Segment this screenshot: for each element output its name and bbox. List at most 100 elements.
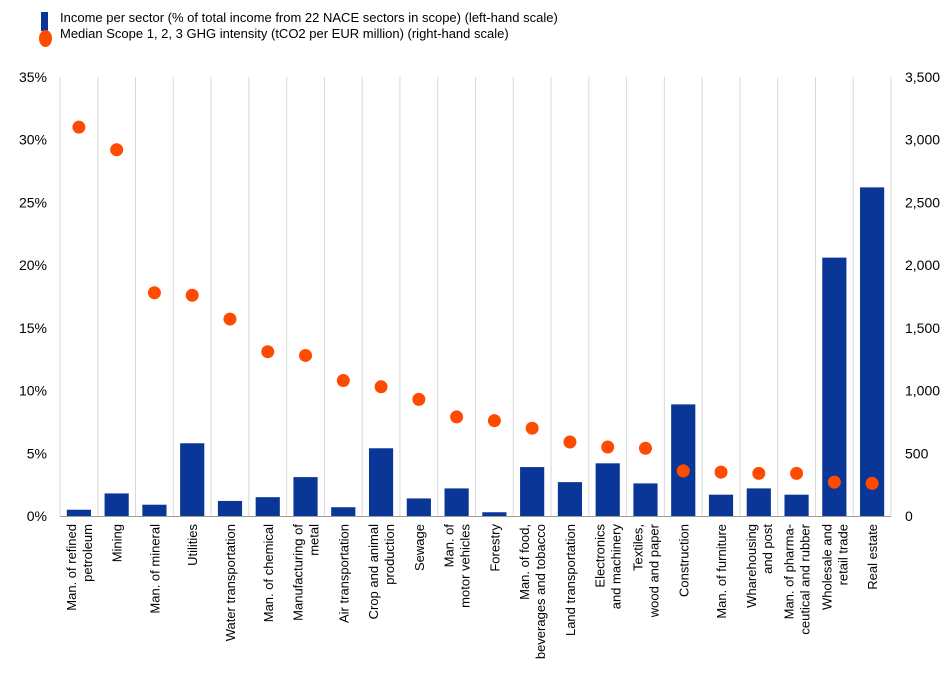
bar — [784, 494, 809, 516]
right-tick-label: 2,000 — [905, 257, 940, 273]
bar — [406, 498, 431, 516]
x-tick-label: Manufacturing of — [291, 524, 306, 621]
dot — [223, 312, 237, 326]
legend-item-income: Income per sector (% of total income fro… — [40, 10, 620, 31]
x-tick-label: Forestry — [487, 524, 502, 572]
right-tick-label: 3,500 — [905, 69, 940, 85]
x-tick-label: Crop and animal — [366, 524, 381, 619]
right-tick-label: 0 — [905, 508, 913, 524]
bar — [860, 187, 885, 516]
dot — [601, 440, 615, 454]
x-tick-label: metal — [307, 524, 322, 556]
x-tick-label: wood and paper — [646, 523, 661, 618]
legend: Income per sector (% of total income fro… — [39, 10, 620, 47]
x-tick-label: Water transportation — [223, 524, 238, 641]
dot — [525, 421, 539, 435]
right-tick-label: 1,000 — [905, 383, 940, 399]
x-tick-label: retail trade — [835, 524, 850, 585]
x-tick-label: motor vehicles — [458, 524, 473, 608]
bar — [255, 497, 280, 516]
bar — [444, 488, 469, 516]
dot — [790, 466, 804, 480]
legend-item-ghg: Median Scope 1, 2, 3 GHG intensity (tCO2… — [39, 26, 620, 47]
dot — [752, 466, 766, 480]
x-tick-label: Land transportation — [563, 524, 578, 636]
dot — [865, 476, 879, 490]
dot — [299, 348, 313, 362]
x-tick-label: Construction — [676, 524, 691, 597]
x-tick-label: Man. of chemical — [261, 524, 276, 622]
dot — [72, 120, 86, 134]
bar — [671, 404, 696, 516]
x-tick-label: Air transportation — [336, 524, 351, 623]
right-tick-label: 500 — [905, 445, 929, 461]
x-tick-label: Textiles, — [630, 524, 645, 571]
left-tick-label: 0% — [27, 508, 47, 524]
dot — [110, 143, 124, 157]
bar — [482, 512, 507, 516]
bar — [633, 483, 658, 516]
bar — [293, 477, 318, 516]
bar — [142, 504, 167, 516]
dot — [827, 475, 841, 489]
right-tick-label: 3,000 — [905, 132, 940, 148]
dot — [261, 345, 275, 359]
left-tick-label: 30% — [19, 132, 47, 148]
x-tick-label: Man. of mineral — [147, 524, 162, 614]
x-tick-label: Sewage — [412, 524, 427, 571]
x-tick-label: petroleum — [80, 524, 95, 582]
left-y-axis-ticks: 0% 5% 10% 15% 20% 25% 30% 35% — [19, 69, 47, 524]
bar — [368, 448, 394, 516]
x-tick-label: beverages and tobacco — [533, 524, 548, 659]
dot — [638, 441, 652, 455]
x-tick-label: Man. of furniture — [714, 524, 729, 619]
x-axis-labels: Man. of refined petroleum Mining Man. of mi… — [64, 523, 880, 659]
bar — [708, 494, 734, 516]
legend-dot-swatch — [39, 30, 52, 47]
bar — [520, 467, 545, 516]
dot-series — [72, 120, 879, 490]
x-tick-label: production — [382, 524, 397, 585]
dot — [185, 288, 199, 302]
dot — [147, 286, 161, 300]
bar — [104, 493, 129, 516]
x-tick-label: Electronics — [593, 524, 608, 588]
dot — [563, 435, 577, 449]
x-tick-label: and post — [760, 524, 775, 574]
bar — [746, 488, 771, 516]
x-tick-label: Mining — [110, 524, 125, 562]
x-tick-label: Wharehousing — [744, 524, 759, 608]
left-tick-label: 25% — [19, 194, 47, 210]
x-tick-label: Man. of pharma- — [782, 524, 797, 619]
bar — [595, 463, 620, 516]
dot — [487, 414, 501, 428]
bar — [331, 507, 356, 516]
left-tick-label: 5% — [27, 445, 47, 461]
right-y-axis-ticks: 0 500 1,000 1,500 2,000 2,500 3,000 3,500 — [905, 69, 940, 524]
dot — [336, 374, 350, 388]
vertical-gridlines — [59, 77, 892, 516]
left-tick-label: 20% — [19, 257, 47, 273]
dot — [374, 380, 388, 394]
dot — [450, 410, 464, 424]
x-tick-label: Utilities — [185, 524, 200, 566]
legend-bar-swatch — [41, 12, 48, 31]
bar-series — [66, 187, 885, 516]
x-tick-label: Real estate — [865, 524, 880, 590]
left-tick-label: 15% — [19, 320, 47, 336]
bar — [180, 443, 205, 516]
bar — [557, 482, 583, 516]
bar — [217, 500, 243, 516]
x-tick-label: Wholesale and — [819, 524, 834, 610]
legend-label-income: Income per sector (% of total income fro… — [60, 10, 558, 25]
x-tick-label: ceutical and rubber — [798, 523, 813, 634]
bar — [822, 257, 847, 516]
x-tick-label: Man. of refined — [64, 524, 79, 611]
bar — [66, 509, 91, 516]
x-tick-label: Man. of — [442, 524, 457, 568]
x-tick-label: and machinery — [609, 524, 624, 610]
right-tick-label: 1,500 — [905, 320, 940, 336]
dot — [412, 392, 426, 406]
left-tick-label: 10% — [19, 383, 47, 399]
